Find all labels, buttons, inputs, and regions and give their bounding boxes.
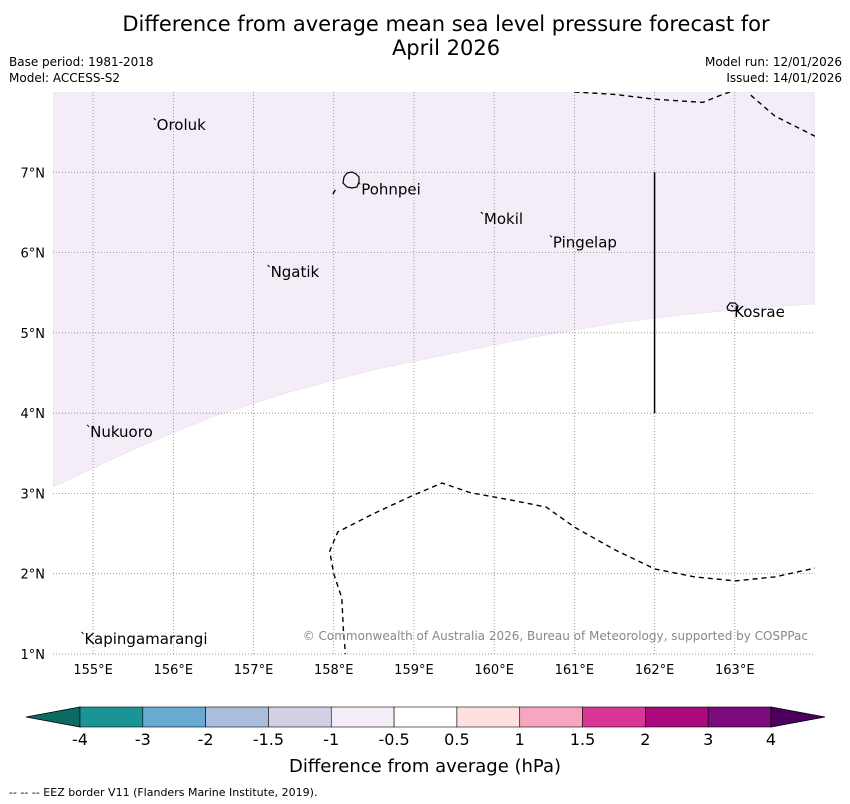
base-period: Base period: 1981-2018 [9, 55, 154, 69]
place-label-kosrae: Kosrae [734, 303, 785, 321]
colorbar-swatch [707, 706, 772, 728]
colorbar-tick-label: -1.5 [253, 730, 284, 749]
kosrae-island-shape [726, 302, 739, 312]
colorbar-under-arrow [25, 706, 81, 728]
colorbar-swatch [79, 706, 144, 728]
colorbar-tick-label: -0.5 [378, 730, 409, 749]
lat-tick-label: 3°N [21, 487, 46, 502]
eez-border-line [332, 189, 336, 195]
anomaly-fill-region [53, 92, 815, 488]
colorbar-tick-label: -3 [135, 730, 151, 749]
map-figure: Oroluk Pohnpei Mokil Pingelap Ngatik Kosrae Nu… [21, 92, 826, 777]
colorbar-swatch [268, 706, 332, 728]
colorbar-title: Difference from average (hPa) [289, 756, 561, 777]
lon-tick-label: 158°E [314, 663, 354, 678]
place-marker-mokil [480, 211, 484, 215]
eez-border-line [750, 94, 815, 137]
place-label-nukuoro: Nukuoro [90, 423, 153, 441]
place-label-pingelap: Pingelap [553, 233, 617, 251]
colorbar-tick-label: -2 [198, 730, 214, 749]
colorbar-tick-label: 3 [703, 730, 713, 749]
lat-tick-label: 2°N [21, 568, 46, 583]
place-marker-ngatik [267, 264, 270, 268]
place-label-mokil: Mokil [484, 210, 523, 228]
colorbar-tick-label: 1 [515, 730, 525, 749]
axis-ticks: 155°E 156°E 157°E 158°E 159°E 160°E 161°E 162°E… [21, 166, 755, 678]
lon-tick-label: 159°E [394, 663, 434, 678]
colorbar-swatch [142, 706, 206, 728]
lat-tick-label: 5°N [21, 327, 46, 342]
eez-borders [328, 92, 815, 654]
colorbar-tick-label: 2 [640, 730, 650, 749]
place-marker-kosrae [730, 304, 734, 308]
meta-left: Base period: 1981-2018 Model: ACCESS-S2 [9, 54, 154, 86]
issued-date: Issued: 14/01/2026 [726, 71, 842, 85]
lat-tick-label: 7°N [21, 166, 46, 181]
colorbar-tick-label: -4 [72, 730, 88, 749]
colorbar-swatch [519, 706, 583, 728]
lat-tick-label: 6°N [21, 247, 46, 262]
lon-tick-label: 156°E [154, 663, 194, 678]
lon-tick-label: 162°E [635, 663, 675, 678]
colorbar-swatch [330, 706, 395, 728]
model-name: Model: ACCESS-S2 [9, 71, 121, 85]
place-label-pohnpei: Pohnpei [361, 180, 421, 198]
place-marker-pingelap [549, 234, 553, 238]
colorbar-swatch [645, 706, 709, 728]
place-label-oroluk: Oroluk [157, 116, 206, 134]
pohnpei-island-shape [342, 171, 360, 189]
lat-tick-label: 4°N [21, 407, 46, 422]
islands [342, 171, 739, 312]
lat-tick-label: 1°N [21, 648, 46, 663]
map-title: Difference from average mean sea level p… [0, 12, 850, 60]
colorbar-over-arrow [770, 706, 826, 728]
lon-tick-label: 161°E [555, 663, 595, 678]
lon-tick-label: 160°E [474, 663, 514, 678]
copyright-notice: © Commonwealth of Australia 2026, Bureau… [303, 629, 808, 643]
eez-border-line [328, 482, 815, 654]
colorbar-tick-label: 0.5 [444, 730, 469, 749]
meta-right: Model run: 12/01/2026 Issued: 14/01/2026 [705, 54, 842, 86]
place-marker-kapingamarangi [81, 631, 84, 635]
colorbar-tick-label: -1 [323, 730, 339, 749]
place-labels: Oroluk Pohnpei Mokil Pingelap Ngatik Kosrae Nu… [81, 116, 785, 648]
colorbar-tick-label: 1.5 [570, 730, 595, 749]
place-marker-pohnpei [357, 181, 361, 185]
eez-source-note: -- -- -- EEZ border V11 (Flanders Marine… [9, 786, 318, 799]
place-label-ngatik: Ngatik [271, 263, 320, 281]
place-marker-oroluk [153, 117, 157, 121]
colorbar-swatch [456, 706, 521, 728]
lon-tick-label: 163°E [715, 663, 755, 678]
colorbar-swatch [205, 706, 269, 728]
place-marker-nukuoro [86, 424, 90, 428]
colorbar-swatch [582, 706, 646, 728]
lon-tick-label: 155°E [73, 663, 113, 678]
colorbar: -4 -3 -2 -1.5 -1 -0.5 0.5 1 1.5 2 3 4 [25, 706, 826, 749]
title-line-1: Difference from average mean sea level p… [122, 12, 770, 36]
pressure-anomaly-layer [53, 92, 815, 488]
title-line-2: April 2026 [391, 36, 501, 60]
colorbar-swatch [393, 706, 458, 728]
place-label-kapingamarangi: Kapingamarangi [84, 630, 207, 648]
colorbar-tick-label: 4 [766, 730, 776, 749]
lon-tick-label: 157°E [234, 663, 274, 678]
model-run: Model run: 12/01/2026 [704, 55, 842, 69]
